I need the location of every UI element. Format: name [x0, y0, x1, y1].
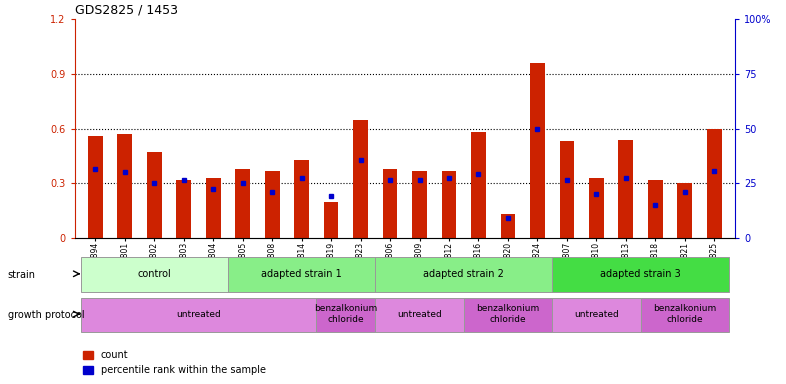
Bar — [383, 169, 398, 238]
Bar — [176, 180, 191, 238]
Text: adapted strain 2: adapted strain 2 — [424, 269, 504, 279]
Bar — [117, 134, 132, 238]
Text: growth protocol: growth protocol — [8, 310, 84, 320]
Text: adapted strain 3: adapted strain 3 — [601, 269, 681, 279]
Text: untreated: untreated — [176, 310, 221, 319]
Bar — [553, 257, 729, 292]
Bar — [619, 140, 634, 238]
Bar — [265, 170, 280, 238]
Bar — [235, 169, 250, 238]
Bar — [553, 298, 641, 332]
Bar — [353, 119, 368, 238]
Legend: count, percentile rank within the sample: count, percentile rank within the sample — [79, 346, 270, 379]
Bar — [471, 132, 486, 238]
Bar — [530, 63, 545, 238]
Text: benzalkonium
chloride: benzalkonium chloride — [476, 305, 539, 324]
Bar — [376, 257, 553, 292]
Text: untreated: untreated — [397, 310, 442, 319]
Bar — [442, 170, 457, 238]
Bar — [589, 178, 604, 238]
Bar — [707, 129, 722, 238]
Text: benzalkonium
chloride: benzalkonium chloride — [314, 305, 377, 324]
Text: benzalkonium
chloride: benzalkonium chloride — [653, 305, 716, 324]
Bar — [316, 298, 376, 332]
Bar — [324, 202, 339, 238]
Bar — [641, 298, 729, 332]
Bar — [81, 298, 317, 332]
Text: untreated: untreated — [574, 310, 619, 319]
Text: strain: strain — [8, 270, 36, 280]
Bar — [678, 184, 692, 238]
Bar — [294, 160, 309, 238]
Text: adapted strain 1: adapted strain 1 — [261, 269, 342, 279]
Bar — [206, 178, 221, 238]
Bar — [376, 298, 464, 332]
Text: control: control — [138, 269, 171, 279]
Bar — [501, 214, 516, 238]
Bar — [412, 170, 427, 238]
Bar — [88, 136, 103, 238]
Bar — [648, 180, 663, 238]
Bar — [81, 257, 228, 292]
Bar — [228, 257, 376, 292]
Bar — [147, 152, 162, 238]
Text: GDS2825 / 1453: GDS2825 / 1453 — [75, 3, 178, 17]
Bar — [464, 298, 553, 332]
Bar — [560, 141, 575, 238]
